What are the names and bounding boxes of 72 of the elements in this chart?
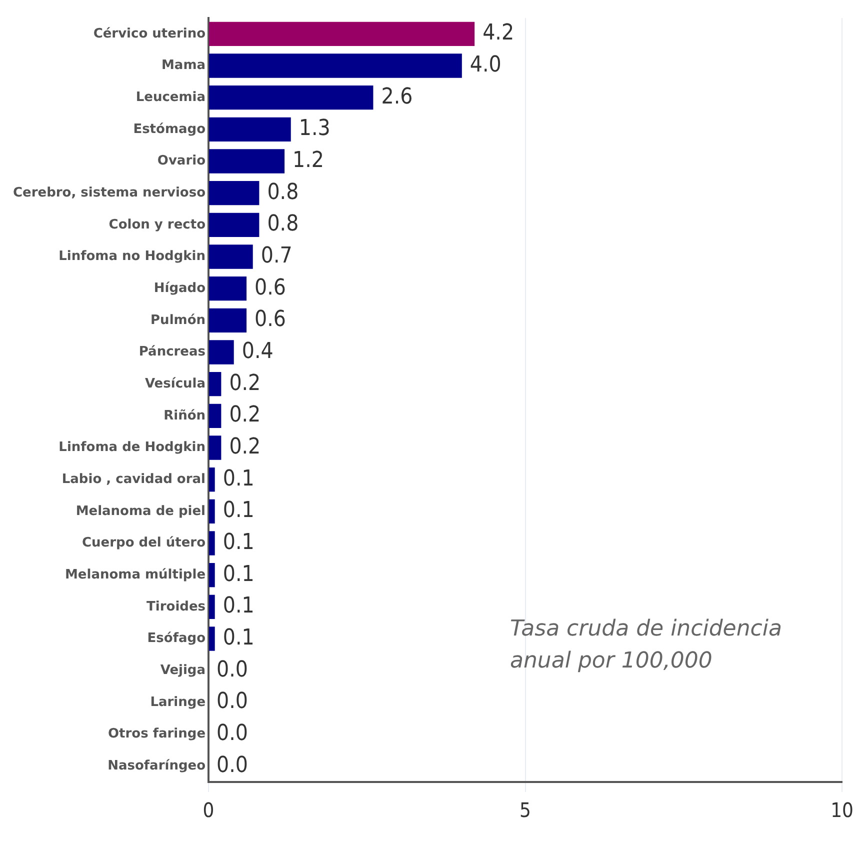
y-tick-label: Cerebro, sistema nervioso — [12, 185, 206, 200]
data-label: 4.0 — [470, 52, 502, 78]
y-tick-label: Pulmón — [150, 312, 206, 328]
y-tick-label: Labio , cavidad oral — [62, 472, 206, 487]
data-label: 0.8 — [267, 180, 299, 205]
data-label: 1.2 — [292, 148, 324, 173]
bar — [209, 149, 285, 174]
data-label: 0.0 — [216, 752, 248, 778]
data-label: 0.1 — [222, 498, 254, 524]
y-tick-label: Cuerpo del útero — [82, 536, 206, 551]
bar — [209, 372, 222, 396]
y-tick-label: Vejiga — [160, 662, 206, 678]
y-tick-label: Hígado — [154, 280, 206, 296]
data-label: 2.6 — [381, 84, 413, 110]
y-tick-label: Colon y recto — [108, 217, 206, 232]
x-tick-label: 0 — [202, 798, 214, 822]
y-tick-label: Ovario — [157, 154, 206, 169]
bar — [209, 594, 215, 620]
data-label: 0.2 — [229, 402, 261, 428]
bar — [209, 85, 374, 110]
data-label: 0.1 — [222, 562, 254, 587]
y-tick-label: Mama — [161, 58, 206, 74]
annotation: Tasa cruda de incidencia anual por 100,000 — [510, 616, 782, 674]
data-label: 0.0 — [216, 720, 248, 746]
y-tick-label: Linfoma de Hodgkin — [58, 440, 206, 456]
y-tick-label: Páncreas — [138, 344, 206, 360]
bar — [209, 308, 247, 333]
bar — [209, 531, 215, 556]
y-tick-label: Melanoma de piel — [76, 504, 206, 519]
data-label: 0.0 — [216, 689, 248, 714]
y-tick-label: Cérvico uterino — [93, 26, 206, 42]
data-label: 0.7 — [260, 243, 292, 268]
y-tick-label: Leucemia — [136, 90, 206, 105]
y-tick-label: Esófago — [147, 631, 206, 646]
bar — [209, 212, 260, 238]
data-label: 1.3 — [298, 116, 330, 142]
x-tick-label: 10 — [830, 798, 854, 822]
data-label: 0.1 — [222, 594, 254, 619]
bar — [209, 117, 291, 142]
bar — [209, 276, 247, 301]
y-tick-label: Tiroides — [146, 599, 206, 614]
bar — [209, 436, 222, 460]
data-label: 0.1 — [222, 625, 254, 650]
data-label: 0.2 — [229, 370, 261, 396]
y-tick-label: Estómago — [133, 122, 206, 137]
bar — [209, 404, 222, 428]
bar — [209, 467, 215, 492]
bar — [209, 499, 215, 524]
y-tick-label: Riñón — [164, 408, 206, 424]
y-tick-label: Otros faringe — [108, 726, 206, 742]
y-tick-label: Nasofaríngeo — [108, 758, 206, 774]
y-tick-label: Melanoma múltiple — [64, 567, 206, 582]
data-label: 0.8 — [267, 212, 299, 237]
bar — [209, 626, 215, 651]
data-label: 0.0 — [216, 657, 248, 682]
data-label: 0.6 — [254, 275, 286, 300]
bar — [209, 54, 462, 78]
y-tick-label: Laringe — [150, 694, 206, 710]
data-label: 0.4 — [242, 338, 274, 364]
bar — [209, 340, 234, 364]
x-tick-label: 5 — [520, 798, 531, 822]
bar — [209, 180, 260, 206]
data-label: 0.2 — [229, 434, 261, 460]
y-tick-label: Linfoma no Hodgkin — [58, 249, 206, 264]
bar — [209, 22, 475, 46]
y-tick-label: Vesícula — [144, 376, 206, 392]
data-label: 0.6 — [254, 307, 286, 332]
bar — [209, 244, 253, 269]
data-label: 0.1 — [222, 466, 254, 492]
data-label: 0.1 — [222, 530, 254, 555]
bar — [209, 562, 215, 588]
data-label: 4.2 — [482, 20, 514, 46]
